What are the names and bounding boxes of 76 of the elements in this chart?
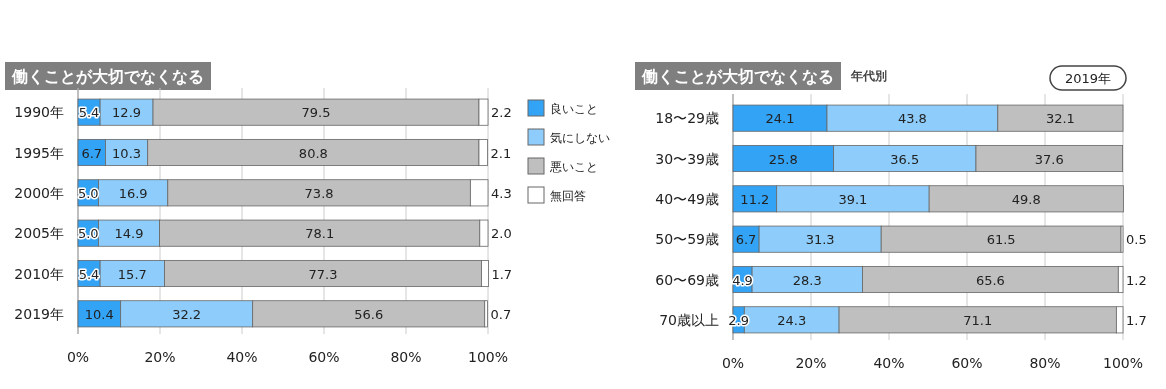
- x-tick-label: 60%: [951, 355, 983, 371]
- data-label: 61.5: [986, 232, 1016, 248]
- data-label: 32.2: [172, 306, 202, 322]
- data-label: 24.1: [765, 111, 795, 127]
- x-tick-label: 20%: [144, 349, 176, 365]
- data-label: 10.3: [112, 145, 142, 161]
- data-label: 5.0: [77, 185, 99, 201]
- data-label: 12.9: [112, 105, 142, 121]
- data-label: 10.4: [84, 306, 114, 322]
- y-tick-label: 50〜59歳: [655, 231, 719, 248]
- y-tick-label: 2010年: [14, 265, 64, 282]
- data-label: 73.8: [304, 185, 334, 201]
- x-tick-label: 0%: [721, 355, 745, 371]
- data-label: 16.9: [118, 185, 148, 201]
- text: 2019年: [1064, 71, 1112, 86]
- data-label: 49.8: [1011, 191, 1041, 207]
- data-label: 80.8: [298, 145, 328, 161]
- x-tick-label: 60%: [308, 349, 340, 365]
- x-tick-label: 0%: [66, 349, 90, 365]
- data-label: 77.3: [308, 266, 338, 282]
- y-tick-label: 2019年: [14, 305, 64, 322]
- data-label: 1.2: [1126, 272, 1147, 288]
- data-label: 5.4: [78, 266, 100, 282]
- data-label: 25.8: [768, 151, 798, 167]
- data-label: 37.6: [1034, 151, 1064, 167]
- y-tick-label: 2005年: [14, 225, 64, 242]
- legend-label: 無回答: [550, 189, 586, 203]
- data-label: 1.7: [1126, 312, 1147, 328]
- x-tick-label: 100%: [467, 349, 509, 365]
- data-label: 65.6: [975, 272, 1005, 288]
- y-tick-label: 40〜49歳: [655, 190, 719, 207]
- data-label: 28.3: [792, 272, 822, 288]
- data-label: 56.6: [354, 306, 384, 322]
- x-tick-label: 80%: [1029, 355, 1061, 371]
- legend-label: 良いこと: [550, 102, 598, 116]
- y-tick-label: 30〜39歳: [655, 150, 719, 167]
- data-label: 2.0: [491, 226, 512, 242]
- data-label: 15.7: [117, 266, 147, 282]
- x-tick-label: 100%: [1102, 355, 1144, 371]
- data-label: 5.4: [78, 105, 100, 121]
- data-label: 14.9: [114, 226, 144, 242]
- data-label: 36.5: [890, 151, 920, 167]
- y-tick-label: 70歳以上: [659, 311, 719, 328]
- data-label: 32.1: [1045, 111, 1075, 127]
- y-tick-label: 2000年: [14, 184, 64, 201]
- legend-label: 気にしない: [550, 131, 610, 145]
- data-label: 39.1: [838, 191, 868, 207]
- data-label: 79.5: [301, 105, 331, 121]
- data-label: 31.3: [805, 232, 835, 248]
- data-label: 4.3: [491, 185, 512, 201]
- data-label: 0.5: [1126, 232, 1147, 248]
- x-tick-label: 20%: [795, 355, 827, 371]
- y-tick-label: 60〜69歳: [655, 271, 719, 288]
- data-label: 6.7: [735, 232, 757, 248]
- legend-label: 悪いこと: [549, 160, 598, 174]
- data-label: 2.2: [491, 105, 512, 121]
- data-label: 4.9: [732, 272, 753, 288]
- y-tick-label: 18〜29歳: [655, 110, 719, 127]
- data-label: 5.0: [77, 226, 99, 242]
- y-tick-label: 1990年: [14, 104, 64, 121]
- data-label: 24.3: [777, 312, 807, 328]
- chart-subtitle: 年代別: [850, 69, 887, 83]
- x-tick-label: 40%: [226, 349, 258, 365]
- data-label: 2.1: [490, 145, 512, 161]
- chart-title: 働くことが大切でなくなる: [11, 67, 204, 86]
- data-label: 0.7: [490, 306, 512, 322]
- data-label: 43.8: [897, 111, 927, 127]
- data-label: 6.7: [81, 145, 103, 161]
- data-label: 1.7: [491, 266, 513, 282]
- x-tick-label: 80%: [390, 349, 422, 365]
- data-label: 78.1: [305, 226, 335, 242]
- y-tick-label: 1995年: [14, 144, 64, 161]
- data-label: 11.2: [740, 191, 770, 207]
- chart-title: 働くことが大切でなくなる: [641, 67, 834, 86]
- x-tick-label: 40%: [873, 355, 905, 371]
- data-label: 71.1: [963, 312, 993, 328]
